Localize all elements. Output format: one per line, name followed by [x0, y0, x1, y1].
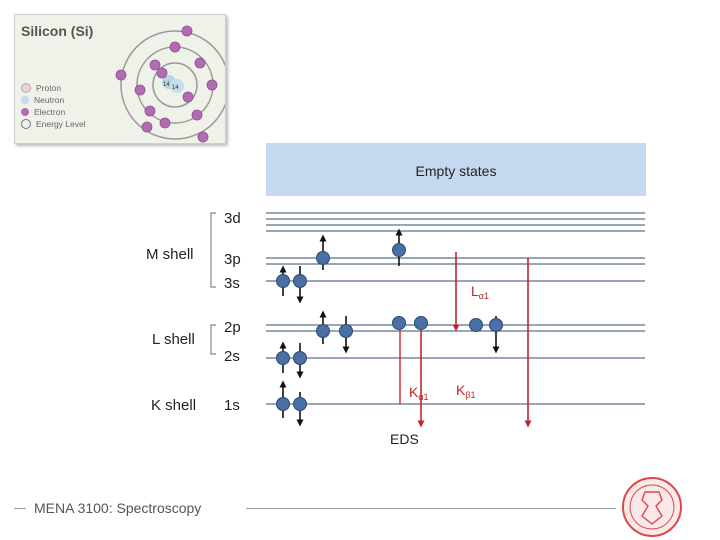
empty-states-label: Empty states	[415, 163, 497, 179]
subshell-2p-label: 2p	[224, 319, 241, 336]
k-shell-label: K shell	[151, 397, 197, 414]
electron-3p	[316, 251, 330, 265]
footer-left-rule	[14, 508, 26, 509]
legend-energy-level: Energy Level	[21, 119, 86, 129]
l-shell-label: L shell	[152, 331, 195, 348]
subshell-1s-label: 1s	[224, 397, 240, 414]
electron-2p	[469, 318, 483, 332]
electron-2s	[276, 351, 290, 365]
electron-2p	[489, 318, 503, 332]
electron-1s	[276, 397, 290, 411]
electron-1s	[293, 397, 307, 411]
proton-count: 14	[163, 82, 170, 88]
electron-icon	[21, 108, 29, 116]
l-alpha-label: Lα1	[471, 283, 489, 301]
electron-2p	[339, 324, 353, 338]
atom-diagram: 14 14	[115, 25, 225, 143]
atom-model-card: Silicon (Si) 14 14 Proton Neutron Electr…	[14, 14, 226, 144]
legend-label: Energy Level	[36, 119, 86, 129]
legend-label: Proton	[36, 83, 62, 93]
l-shell-bracket	[210, 324, 216, 355]
m-shell-bracket	[210, 212, 216, 288]
subshell-2s-label: 2s	[224, 348, 240, 365]
k-alpha-label: Kα1	[409, 384, 429, 402]
neutron-icon	[21, 96, 29, 104]
footer-title: MENA 3100: Spectroscopy	[34, 500, 202, 516]
eds-label: EDS	[390, 431, 419, 447]
university-seal-icon	[622, 477, 682, 537]
energy-level-icon	[21, 119, 31, 129]
legend-proton: Proton	[21, 83, 61, 93]
electron-3d	[392, 243, 406, 257]
legend-label: Neutron	[34, 95, 65, 105]
electron-2p	[392, 316, 406, 330]
empty-states-band: Empty states	[266, 143, 646, 196]
electron-3s	[276, 274, 290, 288]
atom-title: Silicon (Si)	[21, 23, 94, 39]
legend-neutron: Neutron	[21, 95, 64, 105]
electron-2p	[316, 324, 330, 338]
electron-2p	[414, 316, 428, 330]
proton-icon	[21, 83, 31, 93]
electron-3s	[293, 274, 307, 288]
subshell-3s-label: 3s	[224, 275, 240, 292]
k-beta-label: Kβ1	[456, 382, 476, 400]
electron-2s	[293, 351, 307, 365]
subshell-3d-label: 3d	[224, 210, 241, 227]
m-shell-label: M shell	[146, 246, 194, 263]
footer-right-rule	[246, 508, 616, 509]
neutron-count: 14	[172, 85, 179, 91]
legend-electron: Electron	[21, 107, 65, 117]
subshell-3p-label: 3p	[224, 251, 241, 268]
legend-label: Electron	[34, 107, 66, 117]
